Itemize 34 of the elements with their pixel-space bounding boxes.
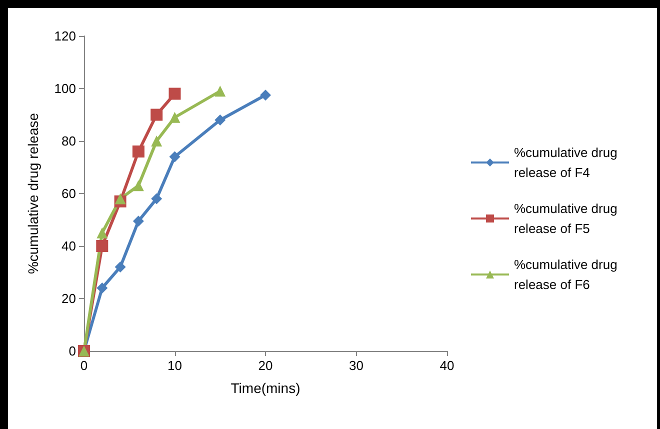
point — [96, 282, 108, 294]
point — [168, 88, 181, 100]
point — [169, 112, 180, 123]
point — [151, 136, 162, 146]
y-tick-label: 60 — [62, 186, 76, 201]
x-tick-label: 20 — [258, 358, 273, 373]
point — [132, 216, 144, 227]
legend-label: %cumulative drug release of F4 — [514, 145, 621, 180]
x-tick-label: 30 — [349, 358, 364, 373]
point — [260, 90, 271, 101]
legend-label: %cumulative drug release of F6 — [514, 257, 621, 292]
point — [96, 240, 108, 252]
x-tick-label: 10 — [168, 358, 182, 373]
y-axis-title: %cumulative drug release — [25, 112, 41, 274]
y-tick-label: 40 — [62, 238, 76, 254]
point — [114, 262, 126, 272]
x-axis-title: Time(mins) — [230, 380, 300, 396]
x-tick-label: 0 — [80, 358, 88, 373]
point — [151, 193, 162, 204]
point — [132, 180, 144, 192]
y-tick-label: 0 — [68, 344, 76, 358]
y-tick-label: 120 — [54, 28, 76, 44]
point — [214, 86, 226, 97]
legend-label: %cumulative drug release of F5 — [514, 201, 621, 236]
point — [96, 227, 108, 238]
y-tick-label: 20 — [62, 291, 76, 306]
point — [169, 151, 180, 162]
x-tick-label: 40 — [440, 358, 454, 373]
point — [214, 114, 226, 126]
y-tick-label: 100 — [54, 81, 76, 96]
point — [150, 108, 163, 121]
point — [114, 193, 126, 204]
point — [132, 146, 144, 158]
y-tick-label: 80 — [62, 134, 76, 148]
